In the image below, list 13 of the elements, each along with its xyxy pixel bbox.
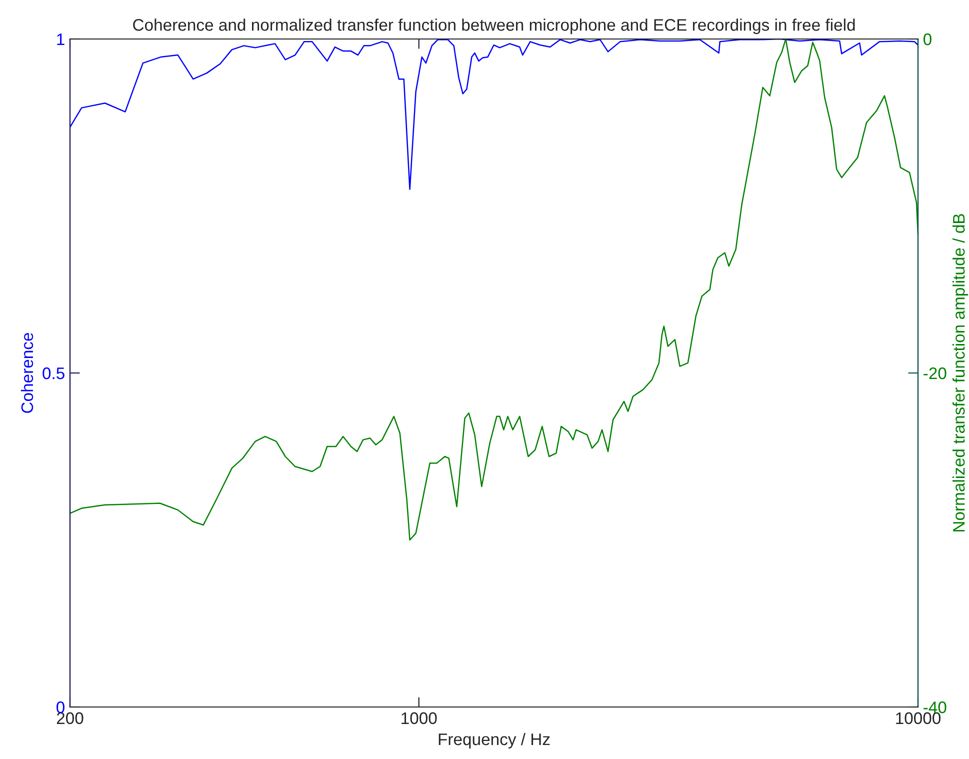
y2-tick-label: -40	[924, 701, 946, 714]
x-tick-label: 10000	[896, 712, 941, 724]
y2-axis-title: Normalized transfer function amplitude / dB	[952, 214, 968, 532]
y2-tick-label: -20	[924, 367, 946, 380]
x-axis-title: Frequency / Hz	[438, 732, 550, 748]
chart-title: Coherence and normalized transfer function between microphone and ECE recordings in free field	[133, 18, 855, 34]
y2-tick-label: 0	[924, 33, 932, 46]
y-axis-title: Coherence	[20, 332, 34, 413]
y-tick-label: 0.5	[42, 367, 64, 380]
y-tick-label: 1	[57, 34, 64, 46]
y-tick-label: 0	[56, 701, 64, 714]
x-tick-label: 200	[56, 712, 84, 724]
x-tick-label: 1000	[402, 712, 437, 724]
